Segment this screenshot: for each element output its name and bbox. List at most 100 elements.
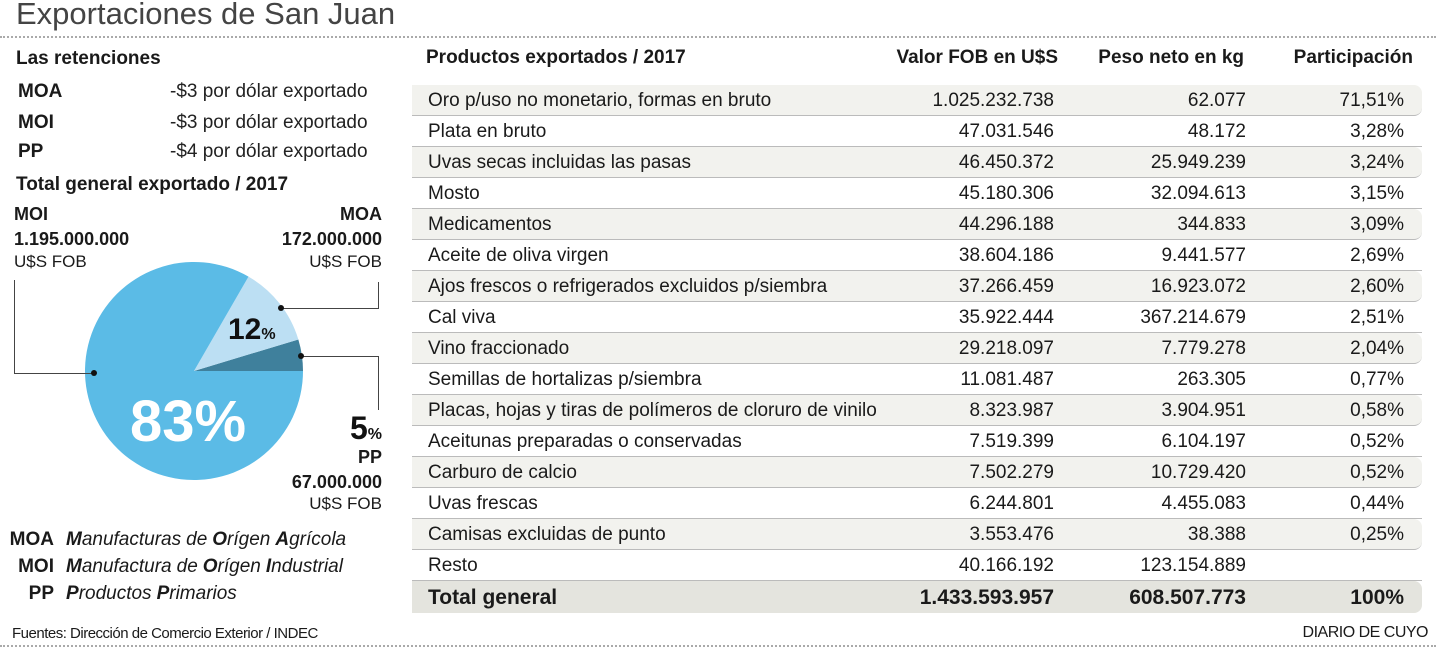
net-weight: 367.214.679: [1140, 307, 1246, 328]
moa-percent-value: 12: [228, 313, 262, 346]
product-name: Cal viva: [428, 307, 496, 328]
pp-percent-value: 5: [349, 410, 368, 446]
share: 0,58%: [1350, 400, 1404, 421]
moi-leader-line: [14, 373, 95, 374]
table-row: Cal viva 35.922.444 367.214.679 2,51%: [412, 302, 1422, 333]
divider-top: [0, 36, 1436, 38]
legend-word: Manufactura: [66, 556, 172, 577]
product-name: Total general: [428, 586, 558, 609]
product-name: Placas, hojas y tiras de polímeros de cl…: [428, 400, 877, 421]
legend-word: Agrícola: [275, 529, 347, 550]
brand-credit: DIARIO DE CUYO: [1302, 624, 1429, 641]
net-weight: 9.441.577: [1161, 245, 1246, 266]
fob-value: 38.604.186: [958, 245, 1054, 266]
net-weight: 48.172: [1187, 121, 1246, 142]
fob-value: 7.519.399: [969, 431, 1054, 452]
moi-unit: U$S FOB: [14, 252, 87, 271]
share: 71,51%: [1339, 90, 1404, 111]
share: 3,09%: [1350, 214, 1404, 235]
share: 2,04%: [1350, 338, 1404, 359]
page-title: Exportaciones de San Juan: [16, 0, 396, 31]
legend-word: de: [186, 529, 208, 550]
table-row: Plata en bruto 47.031.546 48.172 3,28%: [412, 116, 1422, 147]
table-row: Aceitunas preparadas o conservadas 7.519.…: [412, 426, 1422, 457]
product-name: Medicamentos: [428, 214, 552, 235]
product-name: Uvas frescas: [428, 493, 538, 514]
legend-key: MOA: [9, 529, 54, 550]
table-row: Placas, hojas y tiras de polímeros de cl…: [412, 395, 1422, 426]
table-row: Carburo de calcio 7.502.279 10.729.420 0,52…: [412, 457, 1422, 488]
moi-amount: 1.195.000.000: [14, 229, 130, 249]
product-name: Mosto: [428, 183, 480, 204]
pp-marker: [298, 353, 304, 359]
share: 0,44%: [1350, 493, 1404, 514]
legend-word: Productos: [66, 583, 152, 604]
retencion-key: PP: [18, 141, 44, 162]
retencion-value: -$3 por dólar exportado: [170, 81, 368, 102]
table-row: Vino fraccionado 29.218.097 7.779.278 2,04%: [412, 333, 1422, 364]
pp-leader-line: [301, 356, 379, 357]
pie-slice-moa: [194, 276, 299, 371]
pp-unit: U$S FOB: [309, 494, 382, 513]
share: 3,24%: [1350, 152, 1404, 173]
fob-value: 47.031.546: [958, 121, 1054, 142]
moi-leader-line: [14, 280, 15, 374]
table-row: Uvas frescas 6.244.801 4.455.083 0,44%: [412, 488, 1422, 519]
net-weight: 32.094.613: [1150, 183, 1246, 204]
product-name: Camisas excluidas de punto: [428, 524, 666, 545]
table-row: Resto 40.166.192 123.154.889: [412, 550, 1422, 581]
retencion-key: MOI: [18, 112, 54, 133]
fob-value: 6.244.801: [969, 493, 1054, 514]
share: 0,52%: [1350, 431, 1404, 452]
moa-percent: 12%: [228, 313, 276, 347]
share: 0,77%: [1350, 369, 1404, 390]
column-header-value: Valor FOB en U$S: [896, 47, 1058, 68]
column-header-product: Productos exportados / 2017: [426, 47, 686, 68]
share: 2,51%: [1350, 307, 1404, 328]
legend-row: MOI Manufactura de Orígen Industrial: [0, 556, 348, 578]
fob-value: 46.450.372: [958, 152, 1054, 173]
net-weight: 4.455.083: [1161, 493, 1246, 514]
moa-leader-line: [378, 282, 379, 309]
product-name: Plata en bruto: [428, 121, 547, 142]
fob-value: 1.433.593.957: [919, 586, 1054, 609]
fob-value: 45.180.306: [958, 183, 1054, 204]
fob-value: 29.218.097: [958, 338, 1054, 359]
fob-value: 37.266.459: [958, 276, 1054, 297]
legend-row: MOA Manufacturas de Orígen Agrícola: [0, 529, 351, 551]
table-row: Aceite de oliva virgen 38.604.186 9.441.57…: [412, 240, 1422, 271]
total-row: Total general 1.433.593.957 608.507.773 100…: [412, 581, 1422, 613]
moa-leader-line: [281, 308, 379, 309]
divider-bottom: [0, 645, 1436, 647]
product-name: Semillas de hortalizas p/siembra: [428, 369, 702, 390]
table-row: Semillas de hortalizas p/siembra 11.081.4…: [412, 364, 1422, 395]
share: 0,25%: [1350, 524, 1404, 545]
table-row: Oro p/uso no monetario, formas en bruto 1…: [412, 85, 1422, 116]
moi-marker: [91, 370, 97, 376]
retencion-value: -$3 por dólar exportado: [170, 112, 368, 133]
net-weight: 62.077: [1187, 90, 1246, 111]
pp-percent: 5%: [350, 410, 382, 447]
legend-key: PP: [28, 583, 54, 604]
net-weight: 608.507.773: [1129, 586, 1246, 609]
fob-value: 3.553.476: [969, 524, 1054, 545]
table-row: Mosto 45.180.306 32.094.613 3,15%: [412, 178, 1422, 209]
share: 2,69%: [1350, 245, 1404, 266]
retencion-value: -$4 por dólar exportado: [170, 141, 368, 162]
moa-label: MOA: [340, 204, 382, 224]
legend-word: Industrial: [265, 556, 343, 577]
share: 3,28%: [1350, 121, 1404, 142]
net-weight: 6.104.197: [1161, 431, 1246, 452]
net-weight: 25.949.239: [1150, 152, 1246, 173]
share: 100%: [1350, 586, 1404, 609]
pp-label: PP: [357, 447, 382, 467]
product-name: Ajos frescos o refrigerados excluidos p/…: [428, 276, 828, 297]
net-weight: 16.923.072: [1150, 276, 1246, 297]
product-name: Aceitunas preparadas o conservadas: [428, 431, 742, 452]
moi-percent: 83%: [130, 389, 247, 454]
share: 3,15%: [1350, 183, 1404, 204]
moa-marker: [278, 305, 284, 311]
net-weight: 7.779.278: [1161, 338, 1246, 359]
percent-sign: %: [367, 426, 382, 443]
moi-label: MOI: [14, 204, 48, 224]
